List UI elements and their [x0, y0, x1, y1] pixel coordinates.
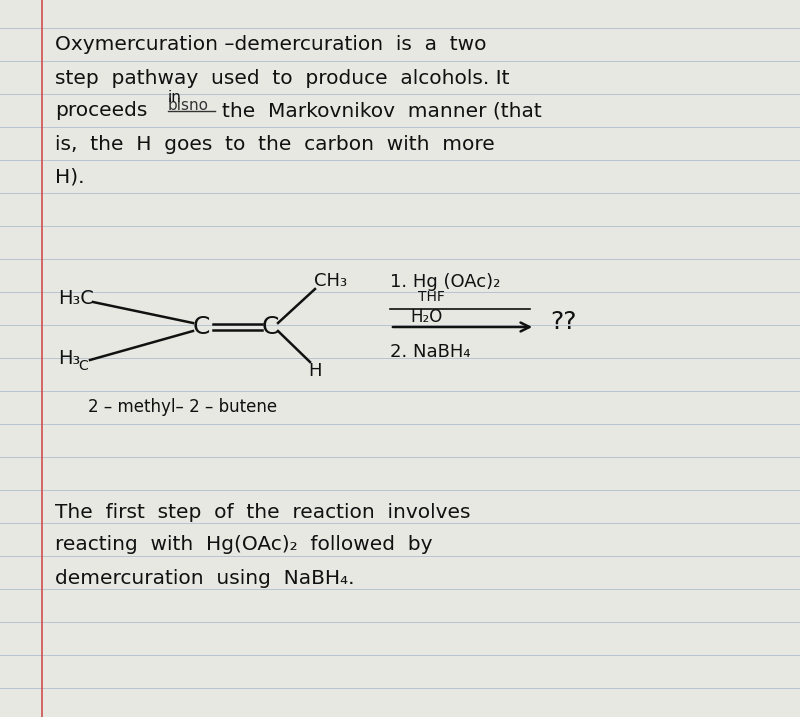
Text: is,  the  H  goes  to  the  carbon  with  more: is, the H goes to the carbon with more	[55, 135, 494, 153]
Text: The  first  step  of  the  reaction  involves: The first step of the reaction involves	[55, 503, 470, 521]
Text: THF: THF	[418, 290, 445, 304]
Text: H₂O: H₂O	[410, 308, 442, 326]
Text: Oxymercuration –demercuration  is  a  two: Oxymercuration –demercuration is a two	[55, 36, 486, 54]
Text: H: H	[308, 362, 322, 380]
Text: in: in	[168, 90, 182, 105]
Text: bisno: bisno	[168, 98, 209, 113]
Text: proceeds: proceeds	[55, 102, 147, 120]
Text: C: C	[78, 359, 88, 373]
Text: demercuration  using  NaBH₄.: demercuration using NaBH₄.	[55, 569, 354, 587]
Text: the  Markovnikov  manner (that: the Markovnikov manner (that	[222, 102, 542, 120]
Text: H₃: H₃	[58, 349, 80, 369]
Text: C: C	[193, 315, 210, 339]
Text: step  pathway  used  to  produce  alcohols. It: step pathway used to produce alcohols. I…	[55, 69, 510, 87]
Text: 1. Hg (OAc)₂: 1. Hg (OAc)₂	[390, 273, 500, 291]
Text: H).: H).	[55, 168, 85, 186]
Text: 2 – methyl– 2 – butene: 2 – methyl– 2 – butene	[88, 398, 277, 416]
Text: ??: ??	[550, 310, 577, 334]
Text: reacting  with  Hg(OAc)₂  followed  by: reacting with Hg(OAc)₂ followed by	[55, 536, 433, 554]
Text: H₃C: H₃C	[58, 290, 94, 308]
Text: CH₃: CH₃	[314, 272, 347, 290]
Text: C: C	[262, 315, 279, 339]
Text: 2. NaBH₄: 2. NaBH₄	[390, 343, 470, 361]
